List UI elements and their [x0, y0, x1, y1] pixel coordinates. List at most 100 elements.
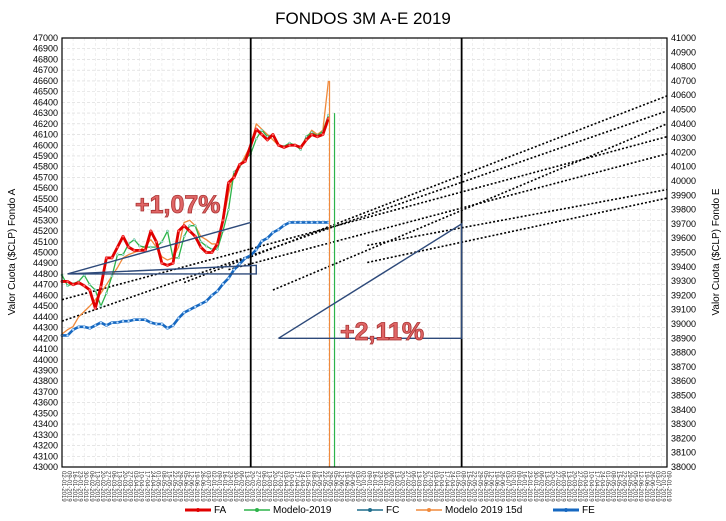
legend-marker-modelo-2019-15d	[427, 508, 431, 512]
series-fe-point	[293, 220, 297, 224]
x-tick-label: 03-04-2019	[282, 471, 288, 502]
x-tick-label: 09-01-2019	[215, 471, 221, 502]
y-left-tick-label: 43400	[33, 419, 58, 429]
x-axis: 02-01-2019 09-01-2019 16-01-2019 23-01-2019…	[60, 471, 671, 502]
x-tick-label: 15-05-2019	[615, 471, 621, 502]
series-fe-point	[321, 220, 325, 224]
x-tick-label: 20-03-2019	[271, 471, 277, 502]
series-fa-point	[132, 248, 136, 252]
y-left-tick-label: 43100	[33, 451, 58, 461]
series-fa-point	[204, 250, 208, 254]
y-right-tick-label: 38200	[671, 433, 696, 443]
y-right-tick-label: 40900	[671, 47, 696, 57]
x-tick-label: 30-01-2019	[382, 471, 388, 502]
series-fa-point	[177, 229, 181, 233]
x-tick-label: 06-02-2019	[387, 471, 393, 502]
y-right-tick-label: 40400	[671, 119, 696, 129]
series-modelo-2019-point	[88, 283, 92, 286]
series-fa-point	[304, 138, 308, 142]
trendline	[61, 110, 668, 322]
legend-label-modelo-2019-15d: Modelo 2019 15d	[445, 505, 522, 516]
trendline	[367, 188, 668, 247]
x-tick-label: 27-03-2019	[276, 471, 282, 502]
x-tick-label: 20-02-2019	[99, 471, 105, 502]
plot-frame	[61, 37, 668, 468]
series-modelo-2019-point	[121, 253, 125, 256]
x-tick-label: 19-06-2019	[343, 471, 349, 502]
series-modelo-2019-point	[205, 244, 208, 248]
x-tick-label: 13-03-2019	[565, 471, 571, 502]
series-fa-point	[171, 261, 175, 265]
y-right-tick-label: 38100	[671, 448, 696, 458]
x-tick-label: 06-03-2019	[260, 471, 266, 502]
y-right-tick-label: 40000	[671, 176, 696, 186]
x-tick-label: 17-04-2019	[443, 471, 449, 502]
x-tick-label: 03-07-2019	[204, 471, 210, 502]
series-fe-point	[182, 311, 186, 315]
y-left-tick-label: 45500	[33, 194, 58, 204]
y-left-tick-label: 43300	[33, 430, 58, 440]
series-fe-point	[199, 302, 203, 306]
series-fa-point	[288, 143, 292, 147]
x-tick-label: 20-02-2019	[399, 471, 405, 502]
series-modelo-2019-point	[166, 229, 169, 233]
legend-label-fc: FC	[386, 505, 399, 516]
x-tick-label: 13-02-2019	[393, 471, 399, 502]
y-left-tick-label: 43700	[33, 387, 58, 397]
x-tick-label: 09-01-2019	[66, 471, 72, 502]
series-fa-point	[215, 242, 219, 246]
legend: FA Modelo-2019 FC Modelo 2019 15d FE	[185, 505, 595, 516]
series-fe-point	[154, 322, 158, 326]
series-fa-point	[149, 229, 153, 233]
x-tick-label: 05-06-2019	[182, 471, 188, 502]
y-left-tick-label: 43600	[33, 398, 58, 408]
trendlines	[61, 95, 668, 322]
series-modelo-2019-point	[138, 244, 142, 248]
series-fa-point	[188, 229, 192, 233]
y-left-tick-label: 44300	[33, 323, 58, 333]
series-fa-point	[127, 245, 131, 249]
x-tick-label: 30-01-2019	[82, 471, 88, 502]
series-fa-point	[99, 285, 103, 289]
y-right-tick-label: 41000	[671, 33, 696, 43]
series-fa-point	[82, 284, 86, 288]
series-fa-point	[77, 281, 81, 285]
return-triangle-fa	[67, 221, 257, 275]
series-fa-point	[66, 279, 70, 283]
trendline	[61, 135, 668, 301]
series-fe-point	[254, 248, 258, 252]
series-fa-point	[71, 283, 75, 287]
legend-marker-modelo-2019	[255, 508, 259, 512]
x-tick-label: 27-02-2019	[104, 471, 110, 502]
x-tick-label: 01-05-2019	[454, 471, 460, 502]
series-fe-point	[165, 326, 169, 330]
series-fe-point	[104, 323, 108, 327]
legend-marker-fc	[368, 508, 372, 512]
x-tick-label: 06-03-2019	[110, 471, 116, 502]
trendline	[272, 123, 668, 291]
series-fa-point	[254, 127, 258, 131]
series-fe-point	[299, 220, 303, 224]
series-fa-point	[160, 261, 164, 265]
y-left-tick-label: 45000	[33, 248, 58, 258]
x-tick-label: 24-04-2019	[149, 471, 155, 502]
x-tick-label: 26-06-2019	[199, 471, 205, 502]
series-fa-point	[199, 245, 203, 249]
x-tick-label: 15-05-2019	[465, 471, 471, 502]
series-fe-point	[77, 325, 81, 329]
series-fa-point	[282, 145, 286, 149]
x-tick-label: 27-03-2019	[426, 471, 432, 502]
return-triangle-fe	[278, 222, 463, 339]
legend-label-fe: FE	[582, 505, 595, 516]
series-modelo-2019-point	[94, 288, 97, 292]
y-right-tick-label: 39300	[671, 276, 696, 286]
series-modelo-2019-point	[304, 135, 308, 138]
x-tick-label: 06-02-2019	[88, 471, 94, 502]
x-tick-label: 23-01-2019	[526, 471, 532, 502]
y-left-tick-label: 46300	[33, 108, 58, 118]
x-tick-label: 02-01-2019	[210, 471, 216, 502]
series-fa-point	[227, 181, 231, 185]
series-fa-point	[182, 224, 186, 228]
series-fe-point	[315, 220, 319, 224]
series-modelo-2019-point	[116, 253, 119, 256]
